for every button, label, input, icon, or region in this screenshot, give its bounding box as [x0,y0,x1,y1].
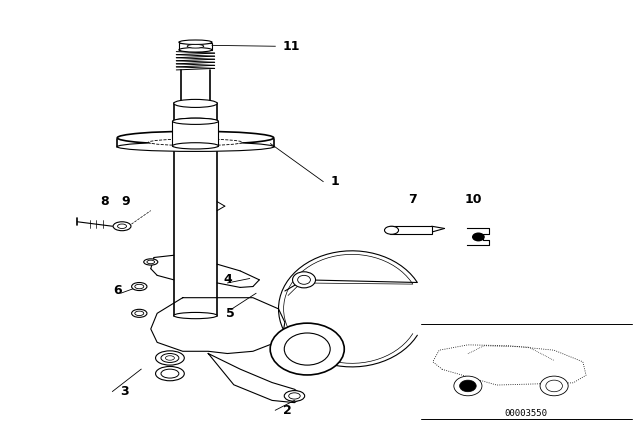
Ellipse shape [173,118,218,125]
FancyBboxPatch shape [173,121,218,146]
Ellipse shape [161,369,179,378]
Text: 4: 4 [223,273,232,286]
Ellipse shape [156,351,184,365]
Ellipse shape [284,391,305,401]
FancyBboxPatch shape [390,226,432,234]
Circle shape [460,380,476,392]
Ellipse shape [135,284,144,289]
Ellipse shape [117,131,274,144]
Text: 8: 8 [100,195,109,208]
Ellipse shape [117,142,274,151]
Ellipse shape [113,222,131,231]
FancyBboxPatch shape [179,43,212,50]
Ellipse shape [147,260,155,264]
Text: 6: 6 [113,284,122,297]
Text: 7: 7 [408,193,417,206]
Ellipse shape [289,393,300,399]
Text: 10: 10 [465,193,482,206]
Ellipse shape [173,143,218,149]
Circle shape [540,376,568,396]
Circle shape [270,323,344,375]
Ellipse shape [132,283,147,291]
Circle shape [292,272,316,288]
Text: 1: 1 [331,175,340,188]
Circle shape [546,380,563,392]
Text: 11: 11 [283,40,300,53]
Text: 00003550: 00003550 [505,409,548,418]
Circle shape [454,376,482,396]
Circle shape [298,276,310,284]
Ellipse shape [166,356,174,360]
Text: 5: 5 [226,307,235,320]
Text: 3: 3 [120,385,129,398]
Ellipse shape [132,309,147,317]
Ellipse shape [385,226,399,234]
Circle shape [284,333,330,365]
Ellipse shape [179,40,212,44]
Ellipse shape [173,118,217,125]
Ellipse shape [156,366,184,381]
Ellipse shape [144,259,158,265]
Ellipse shape [179,47,212,52]
Text: 9: 9 [121,195,129,208]
Ellipse shape [148,139,243,146]
Ellipse shape [135,311,144,315]
Ellipse shape [173,312,217,319]
Ellipse shape [173,99,217,108]
Circle shape [472,233,484,241]
Ellipse shape [161,353,179,362]
Text: 2: 2 [283,404,292,417]
Ellipse shape [187,44,204,48]
Circle shape [460,380,476,392]
Ellipse shape [118,224,127,228]
